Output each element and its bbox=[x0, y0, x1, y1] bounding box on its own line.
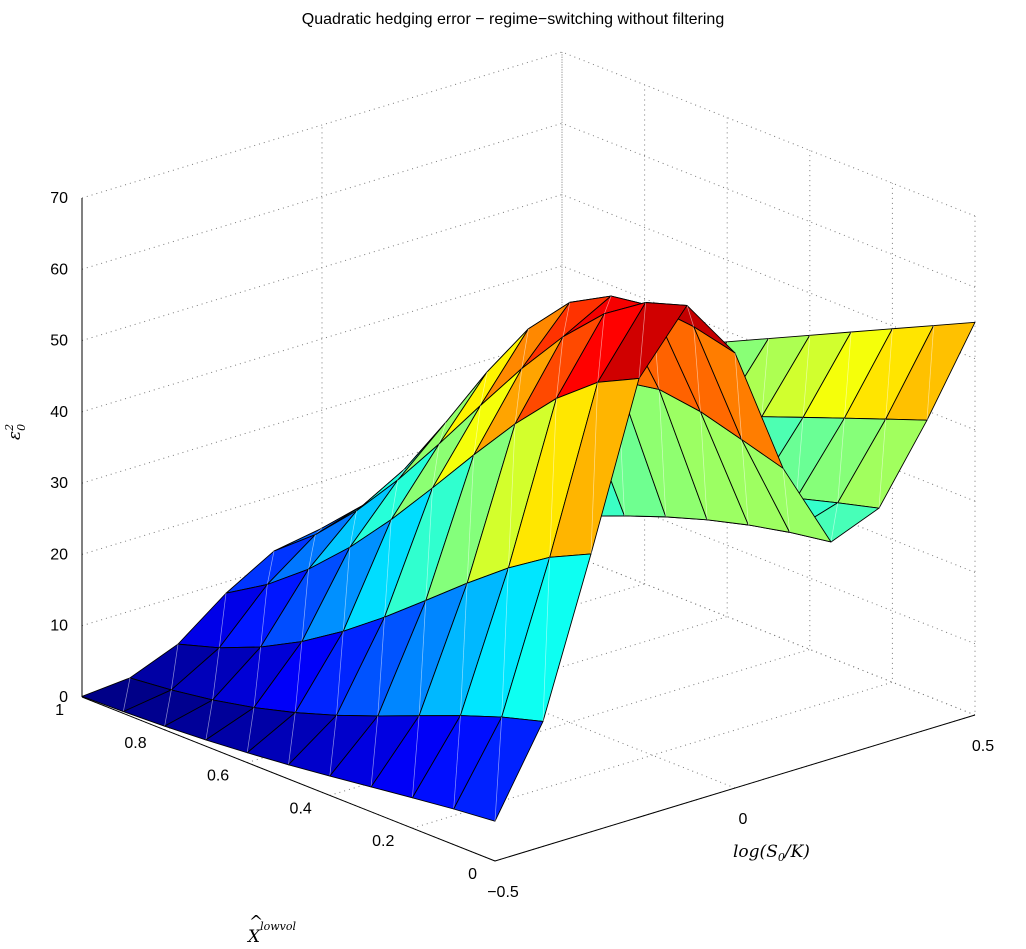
surface-facet-line bbox=[218, 593, 227, 648]
surface-facet-line bbox=[700, 411, 708, 520]
x-tick-label: −0.5 bbox=[487, 884, 519, 901]
surface-facet-line bbox=[638, 302, 647, 379]
z-tick-label: 0 bbox=[59, 689, 68, 706]
chart-title: Quadratic hedging error − regime−switchi… bbox=[302, 11, 724, 28]
surface-facet-line bbox=[761, 338, 769, 417]
y-tick-label: 0.2 bbox=[372, 833, 394, 850]
surface-facet-line bbox=[782, 468, 791, 533]
z-tick-label: 50 bbox=[50, 333, 68, 350]
surface-facet-line bbox=[418, 600, 427, 716]
surface-facet-line bbox=[604, 295, 612, 314]
z-tick-label: 20 bbox=[50, 546, 68, 563]
z-tick-label: 30 bbox=[50, 475, 68, 492]
surface-facet-line bbox=[425, 487, 433, 601]
y-tick-label: 0 bbox=[468, 866, 477, 883]
surface-facet-line bbox=[466, 454, 475, 584]
surface-facet-line bbox=[260, 584, 268, 648]
surface-facet-line bbox=[844, 331, 852, 419]
surface-facet-line bbox=[246, 707, 255, 753]
surface-facet-line bbox=[329, 715, 337, 777]
y-axis-line bbox=[81, 696, 496, 862]
surface-facet-line bbox=[658, 389, 667, 517]
surface-mesh bbox=[81, 295, 976, 822]
grid-line-z bbox=[81, 122, 976, 288]
surface-facet-line bbox=[266, 550, 275, 585]
surface-facet-line bbox=[508, 423, 516, 568]
surface-facet-line bbox=[308, 534, 316, 570]
y-tick-label: 0.8 bbox=[124, 735, 146, 752]
surface-facet-line bbox=[878, 419, 887, 509]
surface-facet-line bbox=[438, 422, 447, 444]
surface-facet-line bbox=[734, 352, 743, 440]
grid-line-z bbox=[81, 51, 976, 217]
surface-facet-line bbox=[837, 418, 845, 503]
z-tick-label: 70 bbox=[50, 190, 68, 207]
x-axis-label: log(S0/K) bbox=[733, 842, 810, 864]
y-tick-label: 0.4 bbox=[290, 800, 312, 817]
axes bbox=[81, 198, 976, 862]
surface-facet-line bbox=[494, 717, 503, 822]
x-tick-label: 0 bbox=[739, 811, 748, 828]
surface-facet-line bbox=[412, 715, 420, 798]
surface-facet-line bbox=[377, 617, 385, 717]
surface-facet-line bbox=[514, 368, 523, 424]
svg-text:^: ^ bbox=[249, 912, 263, 932]
y-axis-label: Xlowvol ^ bbox=[246, 912, 297, 947]
surface-facet-line bbox=[336, 631, 344, 716]
svg-text:log(S0/K): log(S0/K) bbox=[733, 842, 810, 864]
surface-facet-line bbox=[390, 479, 399, 520]
surface-facet-line bbox=[205, 699, 213, 740]
surface-facet-line bbox=[122, 677, 131, 712]
surface-facet-line bbox=[288, 712, 296, 765]
z-axis-label: ε20 bbox=[3, 424, 28, 440]
y-tick-label: 1 bbox=[55, 702, 64, 719]
surface-facet-line bbox=[384, 519, 392, 618]
tick-labels: 0 10 20 30 40 50 60 70 0 0.2 0.4 0.6 0.8 1 −0.5 0 0.5 bbox=[50, 190, 994, 901]
z-tick-label: 60 bbox=[50, 261, 68, 278]
surface-facet-line bbox=[349, 510, 357, 548]
surface-facet-line bbox=[164, 689, 172, 727]
surface-facet-line bbox=[802, 335, 811, 418]
surface-facet-line bbox=[693, 326, 701, 412]
svg-text:ε20: ε20 bbox=[3, 424, 28, 440]
surface-facet-line bbox=[885, 328, 893, 420]
y-tick-label: 0.6 bbox=[207, 768, 229, 785]
surface-facet-line bbox=[549, 398, 557, 558]
surface-facet-line bbox=[562, 302, 571, 337]
x-tick-label: 0.5 bbox=[972, 738, 994, 755]
z-tick-label: 10 bbox=[50, 618, 68, 635]
surface-facet-line bbox=[253, 646, 261, 708]
surface-facet-line bbox=[501, 567, 509, 718]
surface-facet-line bbox=[686, 305, 695, 327]
surface-facet-line bbox=[590, 382, 599, 554]
surface-facet-line bbox=[460, 583, 468, 716]
surface-facet-line bbox=[796, 417, 804, 499]
surface-facet-line bbox=[473, 405, 481, 455]
surface-facet-line bbox=[597, 313, 605, 383]
surface-facet-line bbox=[556, 336, 564, 399]
surface-facet-line bbox=[170, 644, 179, 691]
surface-facet-line bbox=[926, 325, 935, 421]
z-tick-label: 40 bbox=[50, 404, 68, 421]
surface-facet-line bbox=[212, 647, 220, 701]
surface-facet-line bbox=[294, 641, 303, 713]
surface-facet-line bbox=[342, 547, 351, 632]
surface-facet-line bbox=[542, 557, 551, 722]
surface-facet-line bbox=[370, 715, 379, 787]
surface-facet-line bbox=[301, 569, 309, 642]
surface-facet-line bbox=[741, 439, 749, 526]
surface-facet-line bbox=[480, 371, 488, 406]
surface-facet-line bbox=[830, 502, 839, 543]
surface-facet-line bbox=[453, 715, 461, 810]
x-axis-line bbox=[494, 714, 976, 862]
surface-facet-line bbox=[432, 443, 440, 488]
surface-facet-line bbox=[521, 328, 529, 369]
